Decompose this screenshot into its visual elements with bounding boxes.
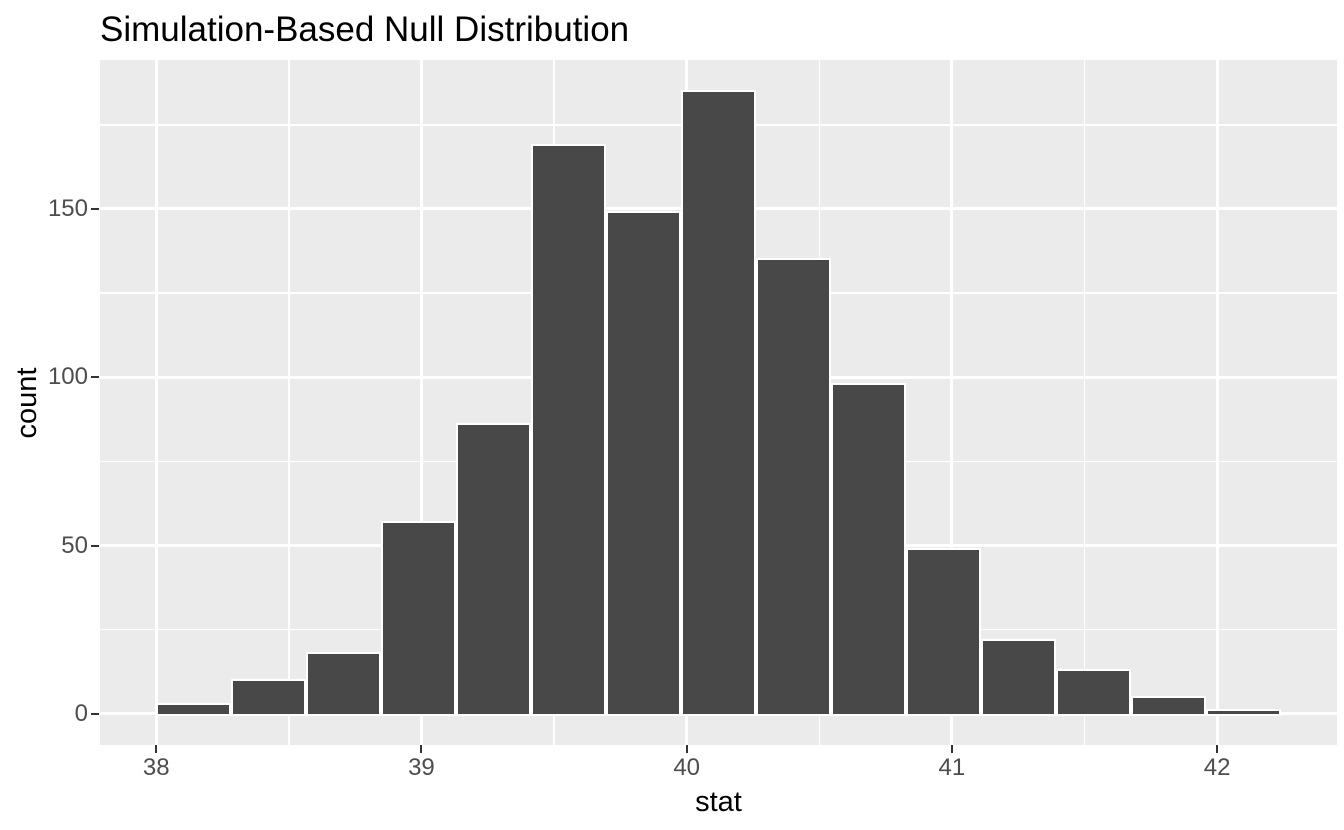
histogram-bar bbox=[1055, 669, 1131, 716]
y-axis-tick bbox=[91, 376, 99, 379]
x-tick-label: 41 bbox=[938, 754, 966, 781]
histogram-bar bbox=[381, 520, 457, 716]
histogram-bar bbox=[306, 652, 382, 716]
x-major-gridline bbox=[419, 60, 423, 745]
x-axis-tick bbox=[950, 745, 953, 753]
y-axis-tick bbox=[91, 544, 99, 547]
chart-title: Simulation-Based Null Distribution bbox=[100, 10, 630, 49]
histogram-bar bbox=[756, 258, 832, 716]
y-tick-label: 150 bbox=[47, 194, 88, 222]
plot-panel bbox=[100, 60, 1337, 745]
histogram-bar bbox=[681, 90, 757, 716]
histogram-bar bbox=[1205, 709, 1281, 716]
x-tick-label: 39 bbox=[408, 754, 435, 781]
x-tick-label: 42 bbox=[1203, 754, 1231, 781]
histogram-bar bbox=[906, 547, 981, 716]
histogram-bar bbox=[1130, 696, 1206, 716]
y-axis-tick bbox=[91, 207, 99, 210]
y-axis-tick bbox=[91, 712, 99, 715]
histogram-bar bbox=[531, 143, 607, 716]
y-axis-title: count bbox=[11, 367, 43, 439]
x-tick-label: 40 bbox=[673, 754, 701, 781]
y-tick-label: 0 bbox=[74, 699, 88, 727]
y-tick-label: 50 bbox=[61, 531, 88, 559]
histogram-bar bbox=[456, 423, 532, 716]
histogram-bar bbox=[156, 702, 232, 716]
x-axis-title: stat bbox=[695, 786, 742, 818]
x-axis-tick bbox=[155, 745, 158, 753]
x-major-gridline bbox=[1215, 60, 1219, 745]
histogram-bar bbox=[231, 679, 307, 716]
x-axis-tick bbox=[1216, 745, 1219, 753]
x-minor-gridline bbox=[288, 60, 290, 745]
histogram-bar bbox=[831, 382, 906, 716]
x-axis-tick bbox=[420, 745, 423, 753]
x-minor-gridline bbox=[1083, 60, 1086, 745]
x-major-gridline bbox=[154, 60, 158, 745]
x-tick-label: 38 bbox=[142, 754, 170, 781]
x-major-gridline bbox=[950, 60, 954, 745]
histogram-bar bbox=[980, 638, 1056, 716]
y-tick-label: 100 bbox=[47, 363, 88, 391]
histogram-bar bbox=[606, 211, 682, 716]
x-axis-tick bbox=[685, 745, 688, 753]
